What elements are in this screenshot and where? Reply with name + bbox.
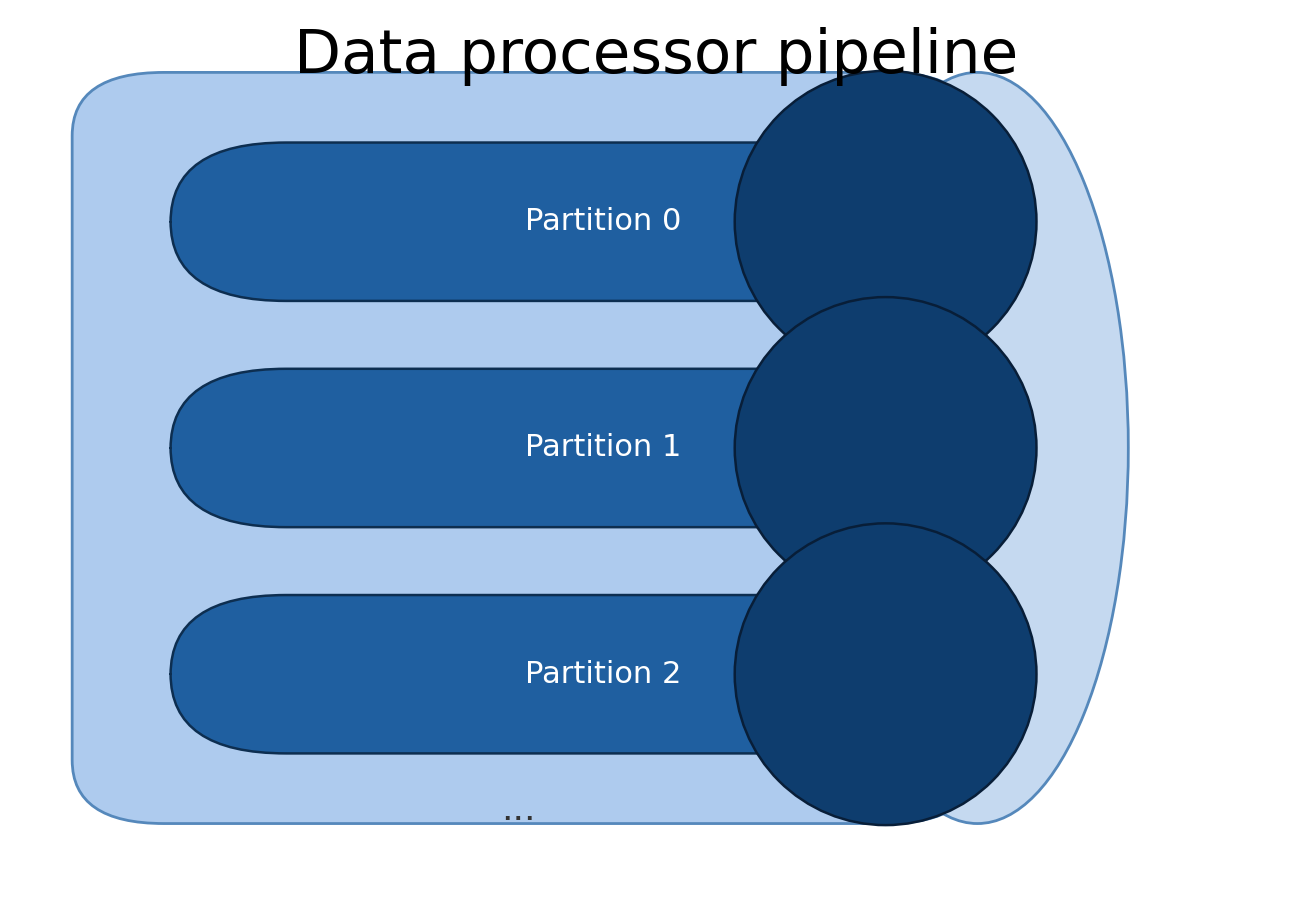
Ellipse shape — [735, 523, 1036, 825]
FancyBboxPatch shape — [171, 595, 899, 753]
Ellipse shape — [735, 297, 1036, 599]
Ellipse shape — [827, 72, 1128, 824]
Text: Partition 0: Partition 0 — [525, 207, 682, 236]
FancyBboxPatch shape — [72, 72, 977, 824]
Text: ...: ... — [501, 793, 535, 827]
Text: Partition 2: Partition 2 — [525, 660, 682, 689]
FancyBboxPatch shape — [171, 142, 899, 300]
Text: Data processor pipeline: Data processor pipeline — [294, 27, 1018, 86]
Ellipse shape — [735, 71, 1036, 373]
Text: Partition 1: Partition 1 — [525, 433, 682, 462]
FancyBboxPatch shape — [171, 369, 899, 527]
